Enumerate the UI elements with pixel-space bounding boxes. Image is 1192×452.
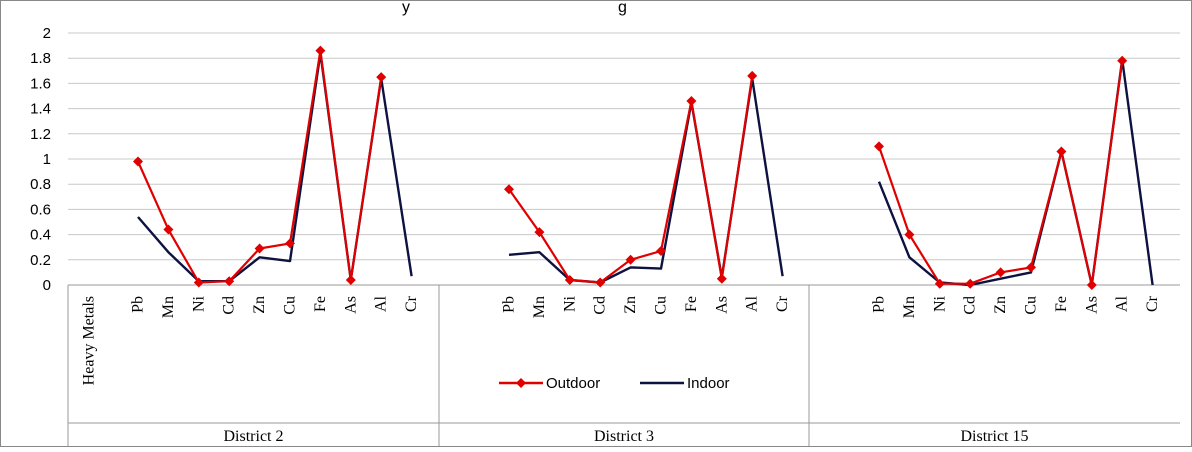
data-point-outdoor: [193, 277, 204, 288]
data-point-outdoor: [1056, 146, 1067, 157]
data-point-outdoor: [285, 238, 295, 249]
category-label: Cd: [962, 296, 979, 315]
category-label: Fe: [312, 296, 329, 312]
legend-label-indoor: Indoor: [687, 375, 730, 392]
data-point-outdoor: [1117, 55, 1128, 66]
data-point-outdoor: [1086, 280, 1097, 290]
data-point-outdoor: [564, 274, 575, 285]
data-point-outdoor: [534, 227, 545, 238]
category-label: Fe: [1053, 296, 1070, 312]
data-point-outdoor: [995, 267, 1006, 278]
category-label: Cu: [1023, 296, 1040, 315]
category-label: Pb: [130, 296, 147, 313]
category-label: Mn: [531, 296, 548, 318]
category-label: As: [1083, 296, 1100, 314]
gridlines: [68, 32, 1180, 286]
data-point-outdoor: [376, 72, 387, 83]
category-label: Pb: [501, 296, 518, 313]
data-point-outdoor: [747, 70, 758, 81]
data-point-outdoor: [254, 243, 265, 254]
data-point-outdoor: [133, 156, 143, 167]
category-label: Al: [744, 295, 761, 312]
category-label: Cr: [1144, 295, 1161, 312]
chart-title-fragment-2: g: [618, 0, 627, 16]
y-tick-label: 1.4: [30, 101, 51, 118]
category-label: Cd: [592, 296, 609, 315]
category-label: Al: [373, 295, 390, 312]
legend: Outdoor Indoor: [499, 375, 730, 392]
data-point-outdoor: [686, 96, 697, 107]
category-label: Zn: [622, 296, 639, 314]
y-tick-label: 0.4: [30, 227, 51, 244]
category-label: Fe: [683, 296, 700, 312]
data-point-outdoor: [163, 224, 174, 235]
legend-label-outdoor: Outdoor: [546, 375, 600, 392]
category-label: Ni: [561, 295, 578, 312]
category-label: Zn: [992, 296, 1009, 314]
y-tick-label: 1.2: [30, 126, 51, 143]
y-tick-label: 0.8: [30, 176, 51, 193]
category-label: Cd: [221, 296, 238, 315]
y-tick-label: 0.6: [30, 201, 51, 218]
category-label: Pb: [871, 296, 888, 313]
category-label: Zn: [251, 296, 268, 314]
category-table: Heavy Metals Pb Mn Ni Cd Zn Cu Fe As Al Cr District…: [67, 285, 1180, 446]
y-tick-label: 1: [43, 151, 51, 168]
series-lines: [133, 45, 1154, 290]
category-label: Cr: [774, 295, 791, 312]
group-label: District 2: [224, 428, 284, 445]
data-point-outdoor: [504, 184, 514, 195]
data-point-outdoor: [716, 273, 727, 284]
data-point-outdoor: [874, 141, 884, 152]
data-point-outdoor: [656, 245, 666, 256]
x-header-label: Heavy Metals: [81, 296, 98, 385]
category-label: Cu: [282, 296, 299, 315]
y-tick-label: 1.6: [30, 75, 51, 92]
category-label: Mn: [160, 296, 177, 318]
category-label: Al: [1114, 295, 1131, 312]
data-point-outdoor: [315, 45, 326, 56]
category-label: Ni: [931, 295, 948, 312]
category-label: As: [713, 296, 730, 314]
category-label: As: [342, 296, 359, 314]
data-point-outdoor: [904, 229, 915, 240]
category-label: Mn: [901, 296, 918, 318]
data-point-outdoor: [224, 276, 235, 287]
y-tick-label: 2: [43, 25, 51, 42]
data-point-outdoor: [595, 277, 606, 288]
y-tick-label: 0.2: [30, 252, 51, 269]
data-point-outdoor: [934, 278, 945, 289]
data-point-outdoor: [1026, 262, 1036, 273]
legend-marker-outdoor: [516, 378, 526, 388]
group-label: District 3: [594, 428, 654, 445]
y-axis-ticks: 0 0.2 0.4 0.6 0.8 1 1.2 1.4 1.6 1.8 2: [30, 25, 51, 294]
y-tick-label: 1.8: [30, 50, 51, 67]
y-tick-label: 0: [43, 277, 51, 294]
group-label: District 15: [961, 428, 1029, 445]
category-label: Cr: [403, 295, 420, 312]
data-point-outdoor: [345, 274, 356, 285]
category-label: Cu: [653, 296, 670, 315]
data-point-outdoor: [625, 254, 636, 265]
category-label: Ni: [190, 295, 207, 312]
data-point-outdoor: [965, 278, 976, 289]
chart-title-fragment-1: y: [402, 0, 410, 16]
